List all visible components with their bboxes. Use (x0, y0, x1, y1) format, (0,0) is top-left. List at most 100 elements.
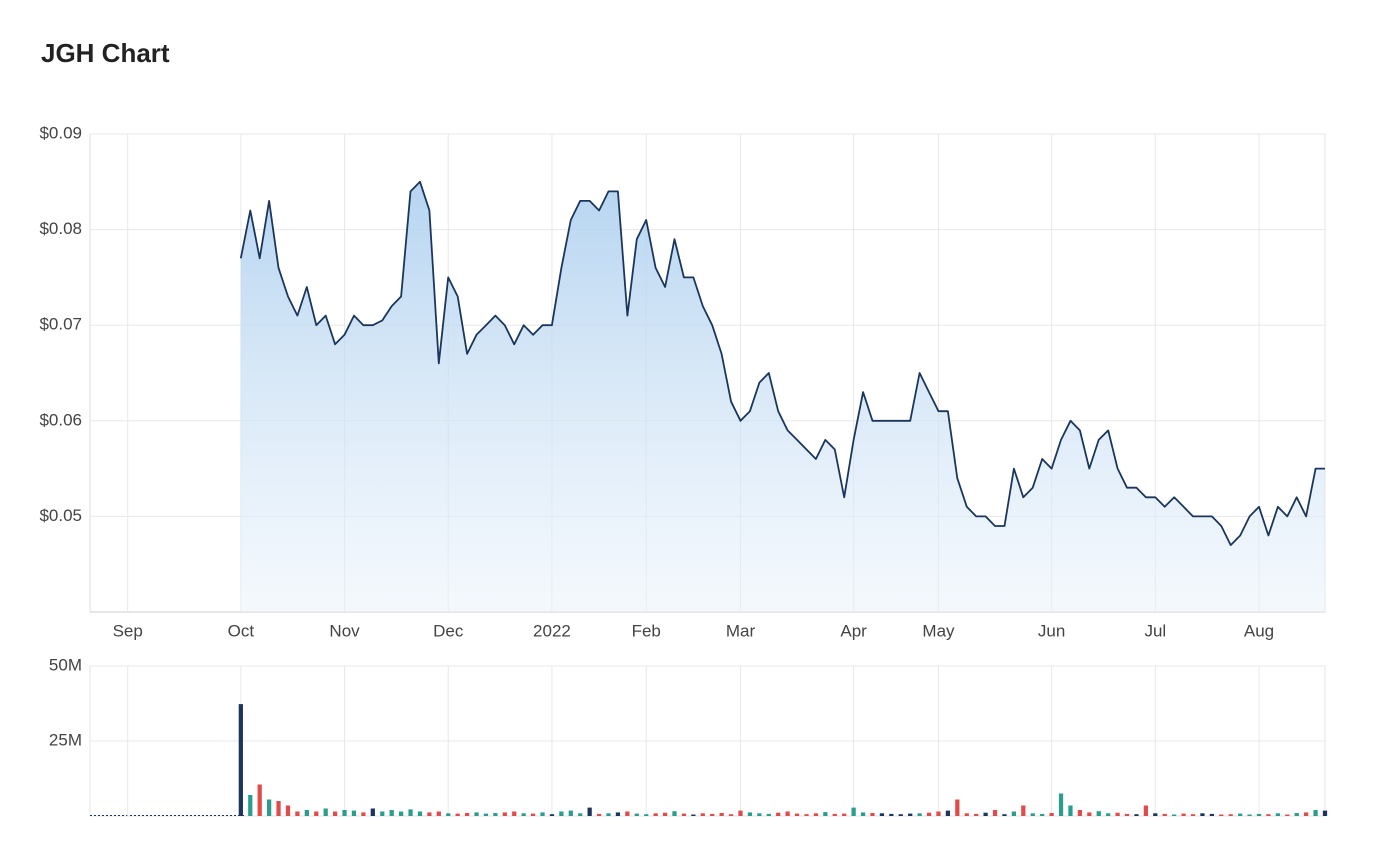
volume-bar (1115, 812, 1120, 816)
volume-bar (1162, 813, 1167, 816)
volume-bar (1106, 813, 1111, 816)
volume-bar (672, 811, 677, 816)
volume-bar (813, 813, 819, 816)
volume-bar (1247, 814, 1252, 816)
volume-bar (1058, 793, 1064, 816)
volume-bar (493, 813, 498, 816)
volume-bar (1200, 813, 1205, 816)
volume-bar (785, 811, 790, 816)
volume-bar (1322, 810, 1328, 816)
volume-bar (917, 813, 922, 816)
volume-bar (521, 813, 526, 816)
volume-bar (625, 811, 630, 816)
volume-bar (304, 810, 309, 816)
volume-bar (766, 813, 771, 816)
volume-bar (898, 814, 903, 816)
volume-bar (380, 811, 385, 816)
volume-bar (332, 811, 338, 816)
volume-bar (851, 807, 856, 816)
volume-bar (267, 799, 272, 816)
volume-bar (992, 810, 998, 816)
volume-bar (1030, 813, 1035, 816)
price-area (240, 181, 1325, 613)
volume-bar (1172, 814, 1177, 816)
volume-bar (889, 813, 894, 816)
volume-bar (238, 704, 243, 816)
y-tick-label: $0.08 (39, 219, 82, 238)
volume-bar (370, 808, 375, 816)
volume-bar (474, 812, 479, 816)
volume-bar (464, 813, 470, 816)
volume-bar (719, 813, 724, 816)
volume-bar (691, 814, 696, 816)
x-tick-label: Apr (840, 621, 867, 640)
y-tick-label: 25M (49, 730, 82, 749)
volume-bar (945, 810, 951, 816)
volume-bar (653, 813, 658, 816)
volume-bar (276, 801, 281, 816)
x-tick-label: Nov (329, 621, 360, 640)
volume-bar (747, 812, 753, 816)
volume-bar (1238, 813, 1243, 816)
x-tick-label: May (922, 621, 955, 640)
volume-bar (974, 813, 979, 816)
x-tick-label: 2022 (533, 621, 571, 640)
volume-bar (823, 812, 828, 816)
volume-bar (351, 810, 357, 816)
volume-bar (1294, 813, 1299, 816)
y-tick-label: $0.07 (39, 315, 82, 334)
volume-bar (1313, 810, 1318, 816)
volume-bar (681, 813, 687, 816)
volume-bar (964, 813, 969, 816)
volume-bar (1153, 813, 1158, 816)
volume-bar (427, 812, 432, 816)
volume-bar (502, 812, 507, 816)
volume-bar (860, 812, 866, 816)
volume-bar (361, 812, 366, 816)
volume-bar (578, 813, 583, 816)
volume-bar (926, 812, 932, 816)
volume-bar (549, 814, 555, 816)
volume-bar (634, 813, 639, 816)
volume-bar (417, 811, 423, 816)
volume-bar (559, 811, 564, 816)
volume-bar (587, 807, 592, 816)
price-line (239, 180, 1325, 546)
x-tick-label: Feb (632, 621, 661, 640)
volume-bar (794, 813, 800, 816)
volume-bar (728, 814, 734, 816)
volume-bar (1021, 805, 1026, 816)
volume-bar (879, 813, 885, 816)
volume-bar (1040, 813, 1045, 816)
volume-bar (483, 813, 489, 816)
volume-bar (512, 811, 517, 816)
volume-bar (1049, 813, 1054, 816)
chart-title: JGH Chart (41, 38, 170, 68)
volume-bar (389, 810, 394, 816)
volume-bar (1228, 814, 1233, 816)
volume-bar (1002, 814, 1007, 816)
volume-bar (1143, 805, 1148, 816)
volume-bar (314, 811, 319, 816)
x-tick-label: Mar (726, 621, 756, 640)
volume-bar (1077, 810, 1083, 816)
volume-bar (983, 812, 988, 816)
volume-bar (436, 811, 441, 816)
volume-bar (615, 812, 621, 816)
volume-bar (596, 813, 602, 816)
volume-bar (323, 808, 328, 816)
volume-bar (540, 812, 545, 816)
volume-bar (295, 811, 300, 816)
x-tick-label: Dec (433, 621, 464, 640)
volume-bar (776, 812, 781, 816)
volume-bar (1256, 813, 1262, 816)
volume-bar (1011, 811, 1017, 816)
x-tick-label: Aug (1244, 621, 1274, 640)
volume-bar (1219, 814, 1224, 816)
volume-bar (606, 813, 611, 816)
volume-bar (568, 810, 573, 816)
volume-bar (644, 814, 649, 816)
volume-bar (1068, 805, 1073, 816)
y-tick-label: $0.05 (39, 506, 82, 525)
volume-bar (398, 811, 404, 816)
